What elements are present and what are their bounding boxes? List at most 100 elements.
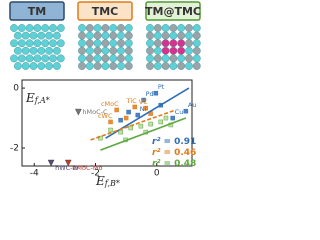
atom [146,54,154,63]
data-point [132,104,137,110]
atom [41,39,50,48]
atom [10,39,18,48]
triangle-point [64,159,72,167]
point-label: hMoC-C [82,108,108,116]
atom [153,31,162,40]
atom [93,46,102,55]
atom [45,62,53,70]
atom [78,31,86,40]
panel-label: TM [28,5,46,18]
atom [169,62,178,70]
atom [169,24,178,32]
atom [21,46,30,55]
fit-line [90,109,177,141]
atom [169,46,178,55]
atom [37,46,46,55]
atom [169,54,178,63]
atom [146,39,154,48]
atom [37,62,46,70]
panel-label-box [9,1,65,21]
atom [29,62,38,70]
point-label: VC [139,98,148,106]
atom [177,24,186,32]
atom [78,24,86,32]
panel-label-box [145,1,201,21]
figure: TM TMC TM@TMC-4 -2 0-20Ef,B*Ef,A*PtPdAuCuNir… [9,1,201,188]
atom [124,24,133,32]
point-label: Cu [175,108,184,116]
atom [153,24,162,32]
plot-frame [21,79,193,167]
r2-value: 0.46 [174,148,196,158]
atom [93,24,102,32]
atom [177,39,186,48]
r2-label: r² = 0.48 [152,159,196,169]
atom [101,54,110,63]
data-point [135,112,141,118]
point-label: Pt [158,83,165,91]
lattice [146,24,201,70]
atom [33,24,42,32]
lattice [78,24,133,70]
data-point [126,109,131,115]
data-point [148,121,153,127]
atom [177,54,186,63]
x-tick-label: -2 [91,169,100,179]
triangle-point [75,108,82,116]
atom [56,24,65,32]
point-label: Ni [140,105,147,113]
data-point [108,127,113,133]
r2-prefix: r² = [152,159,171,169]
atom [78,54,86,63]
atom [101,46,110,55]
atom [41,24,50,32]
r2-label: r² = 0.46 [152,148,196,158]
atom [37,31,46,40]
atom [85,62,94,70]
atom [13,62,22,70]
atom [49,24,57,32]
atom [78,39,86,48]
atom [93,39,102,48]
point-label: Pd [146,90,154,98]
data-point [158,119,164,125]
atom [169,39,178,48]
data-point [138,123,144,129]
atom [153,39,162,48]
atom [93,31,102,40]
x-axis-label-main: E [95,174,105,188]
atom [117,46,125,55]
data-point [170,115,175,121]
atom [56,39,65,48]
atom [49,39,57,48]
panel-label: TM@TMC [145,5,201,18]
data-point [108,119,113,125]
atom [161,39,170,48]
atom [45,31,53,40]
atom [10,24,18,32]
atom [33,39,42,48]
atom [192,62,201,70]
atom [93,54,102,63]
atom [161,62,170,70]
atom [109,39,118,48]
atom [161,46,170,55]
point-label: hWC-W [55,164,79,172]
atom [124,54,133,63]
y-tick-label: 0 [13,84,19,94]
data-point [163,115,169,121]
atom [117,54,125,63]
atom [169,31,178,40]
atom [101,39,110,48]
r2-value: 0.91 [174,137,196,147]
x-tick-label: 0 [154,169,160,179]
point-label: Au [188,101,197,109]
atom [192,46,201,55]
panel-label-box [77,1,133,21]
atom [192,39,201,48]
data-point [114,107,119,113]
atom [10,54,18,63]
atom [177,62,186,70]
atom [124,31,133,40]
atom [93,62,102,70]
